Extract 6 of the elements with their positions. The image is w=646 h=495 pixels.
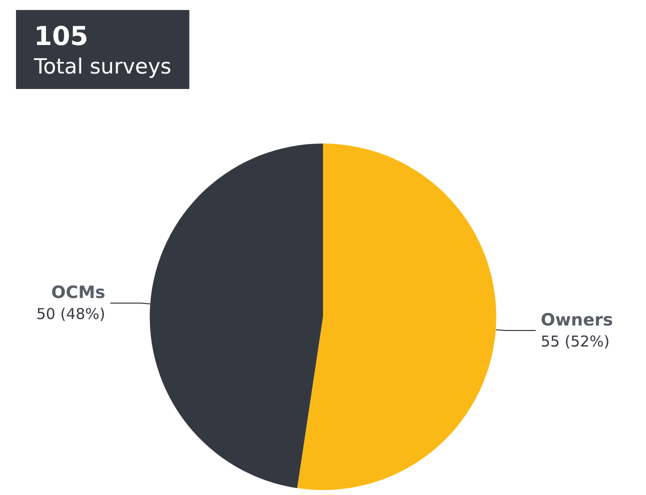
data-label: 50 (48%)	[36, 305, 106, 324]
data-label: 55 (52%)	[540, 332, 610, 350]
chart-title: 105	[34, 22, 88, 52]
slice-label: OCMs	[51, 283, 106, 304]
slice-label: Owners	[540, 310, 614, 330]
chart-subtitle: Total surveys	[33, 54, 172, 78]
